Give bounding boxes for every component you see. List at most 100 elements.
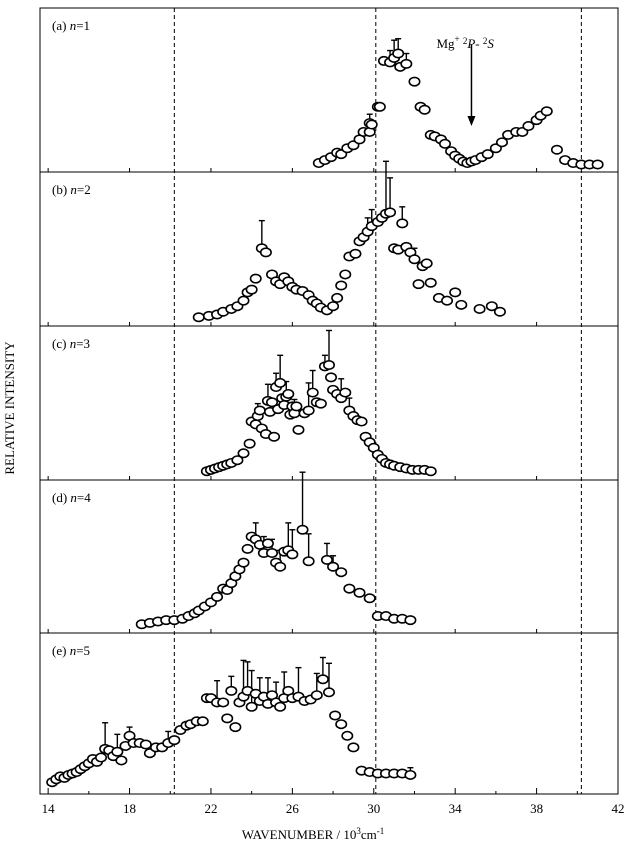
- panel-frame: [39, 7, 619, 173]
- data-point: [408, 254, 421, 265]
- data-point: [325, 372, 338, 383]
- data-point: [245, 284, 258, 295]
- data-point: [243, 438, 256, 449]
- data-point: [355, 416, 368, 427]
- data-point: [400, 58, 413, 69]
- data-point: [237, 557, 250, 568]
- data-point: [231, 455, 244, 466]
- data-point: [522, 121, 535, 132]
- data-point: [424, 277, 437, 288]
- data-point: [473, 303, 486, 314]
- data-point: [314, 398, 327, 409]
- data-point: [229, 722, 242, 733]
- x-tick-label: 42: [612, 801, 624, 816]
- data-point: [261, 538, 274, 549]
- panel-label: (e) n=5: [52, 643, 90, 658]
- data-point: [412, 279, 425, 290]
- data-point: [335, 719, 348, 730]
- data-point: [335, 280, 348, 291]
- data-point: [192, 312, 205, 323]
- data-point: [225, 685, 238, 696]
- data-point: [418, 104, 431, 115]
- x-tick-label: 18: [123, 801, 136, 816]
- data-point: [341, 730, 354, 741]
- data-point: [302, 405, 315, 416]
- x-tick-label: 14: [42, 801, 56, 816]
- data-point: [290, 401, 303, 412]
- data-point: [404, 769, 417, 780]
- data-point: [322, 687, 335, 698]
- data-point: [493, 306, 506, 317]
- data-point: [485, 301, 498, 312]
- reference-lines: [173, 8, 582, 794]
- data-point: [217, 697, 230, 708]
- data-point: [111, 746, 124, 757]
- data-point: [495, 137, 508, 148]
- data-point: [441, 295, 454, 306]
- data-point: [241, 543, 254, 554]
- annotation-text: Mg+ 2P- 2S: [436, 34, 494, 51]
- data-point: [353, 587, 366, 598]
- data-point: [292, 424, 305, 435]
- data-point: [322, 359, 335, 370]
- x-axis-label: WAVENUMBER / 103cm-1: [242, 826, 385, 842]
- x-tick-label: 26: [286, 801, 300, 816]
- data-point: [540, 106, 553, 117]
- data-point: [404, 615, 417, 626]
- data-point: [329, 710, 342, 721]
- data-point: [320, 554, 333, 565]
- data-point: [139, 739, 152, 750]
- data-point: [591, 159, 604, 170]
- data-point: [282, 388, 295, 399]
- data-point: [259, 247, 272, 258]
- data-point: [268, 431, 281, 442]
- data-point: [211, 591, 224, 602]
- data-point: [310, 690, 323, 701]
- data-point: [335, 567, 348, 578]
- data-point: [396, 218, 409, 229]
- data-point: [373, 101, 386, 112]
- data-point: [266, 548, 279, 559]
- data-point: [331, 292, 344, 303]
- data-point: [349, 248, 362, 259]
- data-point: [274, 377, 287, 388]
- data-point: [245, 701, 258, 712]
- data-point: [95, 752, 108, 763]
- data-point: [384, 207, 397, 218]
- y-axis-label: RELATIVE INTENSITY: [2, 341, 17, 475]
- data-point: [115, 755, 128, 766]
- data-point: [221, 713, 234, 724]
- data-point: [327, 301, 340, 312]
- x-tick-label: 30: [367, 801, 380, 816]
- data-point: [302, 556, 315, 567]
- data-point: [316, 674, 329, 685]
- panels-group: (a) n=1 (b) n=2 (c) n=3 (d) n=4 (e) n=5: [39, 7, 619, 795]
- x-tick-label: 38: [530, 801, 543, 816]
- x-axis: 14 18 22 26 30 34 38 42: [42, 168, 624, 816]
- data-point: [286, 549, 299, 560]
- data-point: [365, 119, 378, 130]
- data-point: [347, 742, 360, 753]
- data-point: [266, 397, 279, 408]
- data-point: [363, 593, 376, 604]
- data-point: [253, 405, 266, 416]
- data-point: [296, 524, 309, 535]
- data-point: [274, 561, 287, 572]
- data-point: [455, 299, 468, 310]
- data-point: [481, 149, 494, 160]
- data-marks: [46, 38, 604, 788]
- data-point: [339, 387, 352, 398]
- data-point: [339, 269, 352, 280]
- data-point: [249, 273, 262, 284]
- annotation-group: Mg+ 2P- 2S: [436, 34, 494, 127]
- data-point: [274, 701, 287, 712]
- data-point: [237, 448, 250, 459]
- data-point: [420, 258, 433, 269]
- panel-label: (a) n=1: [52, 18, 90, 33]
- panel-frame: [39, 632, 619, 795]
- data-point: [168, 735, 181, 746]
- data-point: [327, 561, 340, 572]
- data-point: [392, 48, 405, 59]
- panel-label: (c) n=3: [52, 336, 90, 351]
